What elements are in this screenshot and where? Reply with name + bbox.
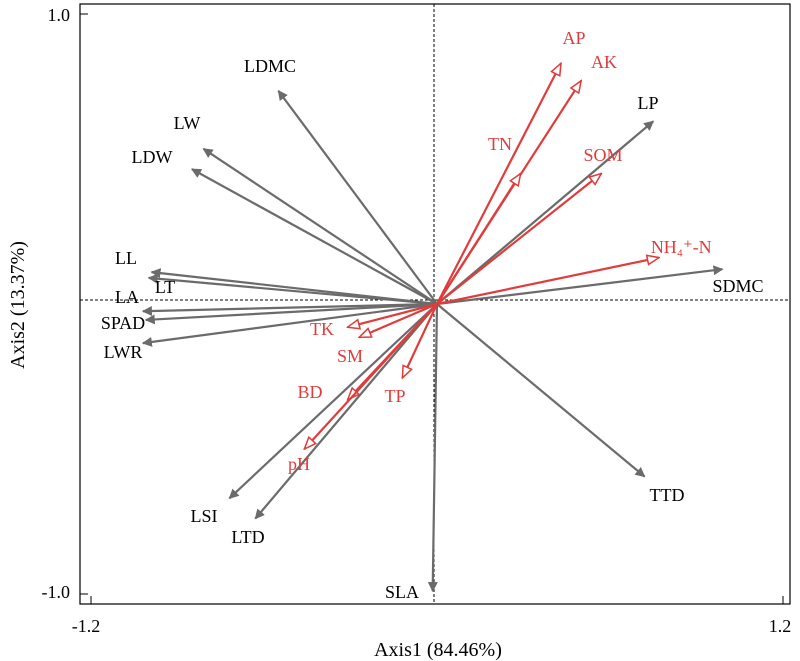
x-tick-label-right: 1.2 <box>769 616 792 636</box>
plot-frame <box>79 3 791 605</box>
vector-arrow-lsi <box>228 303 438 500</box>
vector-arrow-sla <box>427 303 439 593</box>
vector-label-ph: pH <box>288 454 310 474</box>
vector-label-tp: TP <box>384 386 405 406</box>
vector-label-ttd: TTD <box>650 485 685 505</box>
y-tick-label-bottom: -1.0 <box>42 582 71 602</box>
vector-arrow-ttd <box>436 303 646 478</box>
vector-label-sdmc: SDMC <box>712 276 763 296</box>
vector-label-lsi: LSI <box>191 506 218 526</box>
vector-label-lwr: LWR <box>104 342 143 362</box>
vector-label-bd: BD <box>297 382 322 402</box>
vector-arrow-nh-n <box>436 258 659 306</box>
vector-label-lw: LW <box>174 113 201 133</box>
vector-arrow-ltd <box>254 303 438 520</box>
vector-label-ldmc: LDMC <box>244 56 296 76</box>
vector-label-ll: LL <box>115 248 137 268</box>
vector-label-sm: SM <box>337 346 363 366</box>
vector-arrow-ph <box>304 303 438 449</box>
vector-label-lp: LP <box>637 93 658 113</box>
vector-arrow-tn <box>436 174 521 305</box>
vector-label-la: LA <box>115 287 139 307</box>
y-axis-label: Axis2 (13.37%) <box>7 241 29 369</box>
vector-arrow-sm <box>359 302 438 339</box>
vector-arrow-som <box>436 174 601 305</box>
vector-arrow-tp <box>401 303 438 378</box>
vector-label-lt: LT <box>155 277 175 297</box>
vector-label-ldw: LDW <box>132 147 173 167</box>
vector-label-sla: SLA <box>385 582 419 602</box>
vector-label-ltd: LTD <box>231 527 264 547</box>
vector-arrow-la <box>141 302 438 317</box>
vector-arrow-sdmc <box>436 265 724 306</box>
vector-arrow-tk <box>348 302 438 327</box>
x-tick-label-left: -1.2 <box>72 616 101 636</box>
vector-label-nh-n: NH₄⁺-N <box>651 237 712 257</box>
vector-layer <box>141 63 724 593</box>
vector-label-som: SOM <box>583 145 622 165</box>
vector-label-spad: SPAD <box>101 313 145 333</box>
vector-arrow-lw <box>202 147 438 305</box>
vector-label-ak: AK <box>591 52 617 72</box>
vector-arrow-ldw <box>191 168 438 305</box>
vector-label-tn: TN <box>488 134 512 154</box>
vector-arrow-lp <box>436 120 655 305</box>
vector-label-tk: TK <box>310 319 334 339</box>
vector-arrow-spad <box>144 302 438 325</box>
vector-arrow-ldmc <box>277 90 438 305</box>
y-tick-label-top: 1.0 <box>48 5 71 25</box>
vector-arrow-ap <box>436 63 562 305</box>
vector-arrow-lt <box>147 273 438 306</box>
vector-label-ap: AP <box>562 28 585 48</box>
x-axis-label: Axis1 (84.46%) <box>374 639 502 661</box>
vector-arrow-lwr <box>141 302 438 347</box>
